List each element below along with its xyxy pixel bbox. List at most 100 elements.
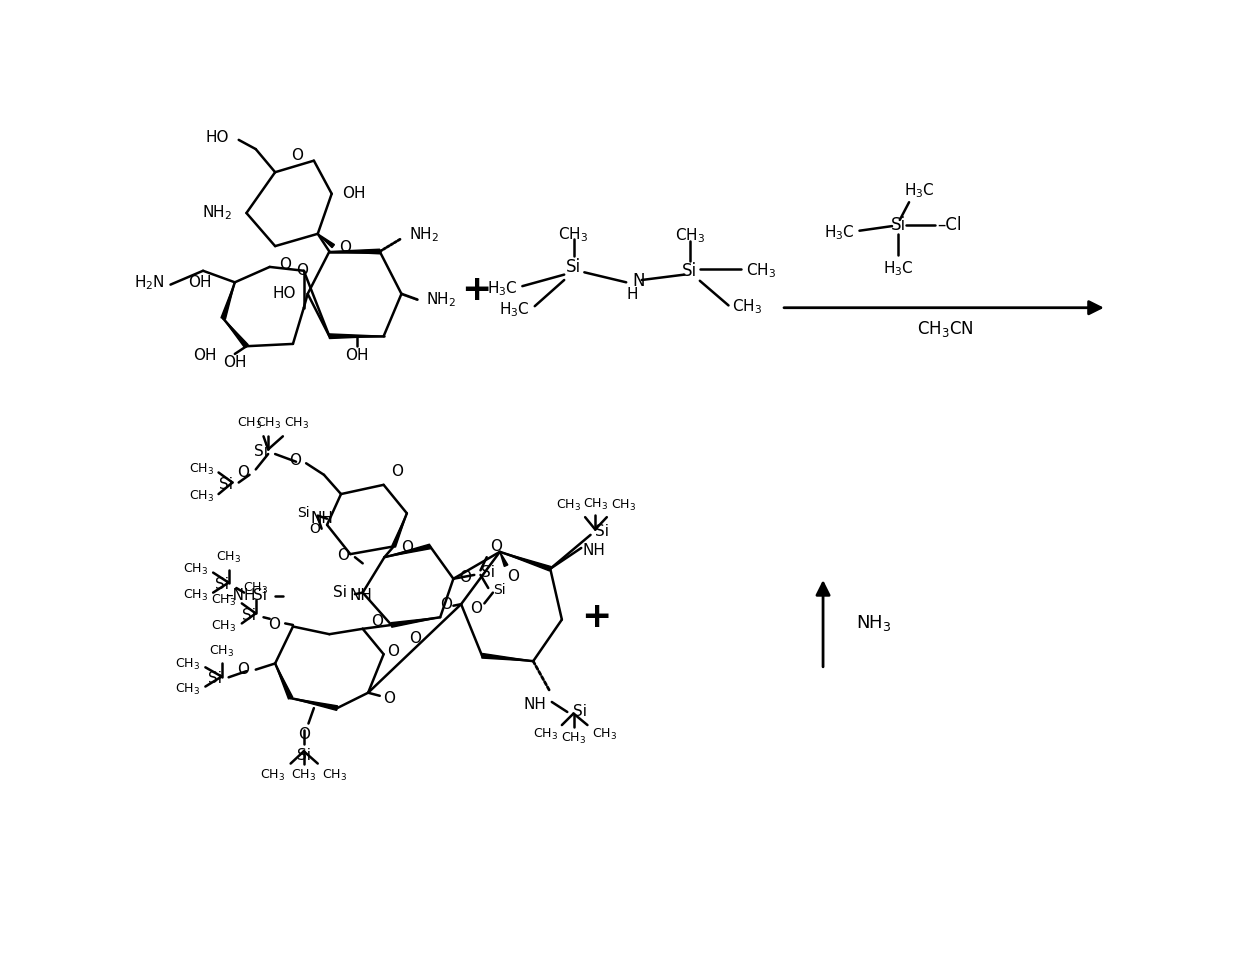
Text: –Cl: –Cl: [937, 216, 962, 234]
Polygon shape: [482, 654, 533, 661]
Text: OH: OH: [345, 347, 368, 363]
Text: NH: NH: [310, 511, 334, 526]
Text: CH$_3$: CH$_3$: [210, 644, 234, 659]
Text: H$_3$C: H$_3$C: [904, 181, 935, 199]
Text: CH$_3$: CH$_3$: [260, 768, 285, 782]
Text: CH$_3$: CH$_3$: [211, 593, 237, 608]
Polygon shape: [317, 234, 335, 247]
Text: CH$_3$: CH$_3$: [611, 498, 636, 514]
Text: Si: Si: [565, 258, 582, 276]
Text: OH: OH: [188, 274, 212, 290]
Polygon shape: [223, 318, 248, 347]
Text: H$_3$C: H$_3$C: [825, 223, 854, 241]
Text: HO: HO: [205, 130, 228, 145]
Text: Si: Si: [298, 506, 310, 521]
Text: H$_2$N: H$_2$N: [134, 273, 164, 292]
Text: O: O: [238, 465, 249, 480]
Text: OH: OH: [342, 186, 366, 201]
Text: CH$_3$: CH$_3$: [175, 682, 200, 698]
Text: CH$_3$: CH$_3$: [745, 262, 776, 280]
Text: CH$_3$: CH$_3$: [322, 768, 347, 782]
Text: Si: Si: [215, 577, 228, 593]
Text: O: O: [337, 548, 348, 563]
Text: O: O: [372, 614, 383, 629]
Text: CH$_3$: CH$_3$: [237, 415, 262, 431]
Text: Si: Si: [242, 608, 255, 624]
Text: O: O: [279, 257, 291, 272]
Text: H$_3$C: H$_3$C: [500, 300, 531, 318]
Polygon shape: [275, 664, 293, 699]
Text: Si: Si: [595, 524, 609, 539]
Text: CH$_3$: CH$_3$: [533, 728, 558, 742]
Text: Si: Si: [481, 565, 495, 580]
Text: CH$_3$: CH$_3$: [188, 488, 215, 504]
Text: O: O: [298, 728, 310, 742]
Text: NH$_2$: NH$_2$: [202, 203, 233, 223]
Text: O: O: [470, 600, 482, 616]
Text: O: O: [340, 240, 351, 255]
Text: O: O: [507, 569, 520, 584]
Polygon shape: [290, 698, 337, 710]
Text: NH: NH: [350, 589, 372, 603]
Polygon shape: [384, 544, 430, 558]
Text: CH$_3$: CH$_3$: [291, 768, 316, 783]
Polygon shape: [330, 249, 379, 254]
Text: Si: Si: [890, 216, 905, 234]
Text: O: O: [238, 662, 249, 677]
Polygon shape: [500, 552, 551, 571]
Text: Si: Si: [253, 589, 268, 603]
Text: N: N: [632, 271, 645, 290]
Text: H$_3$C: H$_3$C: [487, 279, 518, 298]
Text: HO: HO: [273, 286, 296, 302]
Text: Si: Si: [207, 671, 222, 686]
Text: O: O: [409, 631, 420, 646]
Text: O: O: [291, 148, 303, 162]
Text: CH$_3$: CH$_3$: [583, 496, 608, 512]
Text: CH$_3$: CH$_3$: [255, 415, 280, 431]
Text: O: O: [383, 691, 396, 705]
Text: Si: Si: [334, 585, 347, 600]
Text: Si: Si: [218, 478, 233, 492]
Text: CH$_3$: CH$_3$: [733, 298, 763, 316]
Text: CH$_3$: CH$_3$: [175, 657, 200, 671]
Text: CH$_3$: CH$_3$: [593, 728, 618, 742]
Text: +: +: [582, 600, 611, 634]
Text: Si: Si: [573, 704, 588, 719]
Text: OH: OH: [223, 355, 247, 371]
Text: Si: Si: [254, 445, 268, 459]
Text: O: O: [309, 522, 320, 536]
Text: H$_3$C: H$_3$C: [883, 259, 914, 278]
Text: CH$_3$: CH$_3$: [243, 581, 268, 595]
Text: CH$_3$: CH$_3$: [556, 498, 582, 514]
Text: O: O: [402, 540, 413, 556]
Text: NH$_3$: NH$_3$: [856, 613, 892, 633]
Text: Si: Si: [682, 262, 697, 280]
Text: O: O: [392, 464, 403, 479]
Polygon shape: [392, 514, 407, 547]
Text: O: O: [269, 618, 280, 632]
Text: O: O: [440, 596, 451, 612]
Text: NH$_2$: NH$_2$: [427, 291, 456, 309]
Text: CH$_3$: CH$_3$: [560, 731, 587, 745]
Text: NH: NH: [583, 543, 605, 558]
Text: O: O: [295, 264, 308, 278]
Text: O: O: [387, 644, 399, 660]
Text: CH$_3$: CH$_3$: [211, 619, 237, 634]
Text: CH$_3$: CH$_3$: [216, 550, 242, 565]
Text: H: H: [626, 287, 639, 303]
Text: O: O: [460, 570, 471, 585]
Text: CH$_3$: CH$_3$: [558, 225, 589, 244]
Text: CH$_3$CN: CH$_3$CN: [918, 318, 973, 339]
Polygon shape: [500, 552, 508, 566]
Text: –NH: –NH: [226, 589, 255, 603]
Text: NH: NH: [523, 697, 547, 711]
Text: Si: Si: [494, 583, 506, 597]
Text: CH$_3$: CH$_3$: [182, 562, 207, 577]
Text: Si: Si: [296, 748, 311, 763]
Text: CH$_3$: CH$_3$: [182, 588, 207, 603]
Text: +: +: [461, 273, 492, 307]
Text: O: O: [490, 539, 502, 554]
Text: O: O: [289, 452, 301, 468]
Polygon shape: [221, 282, 234, 319]
Text: CH$_3$: CH$_3$: [284, 415, 310, 431]
